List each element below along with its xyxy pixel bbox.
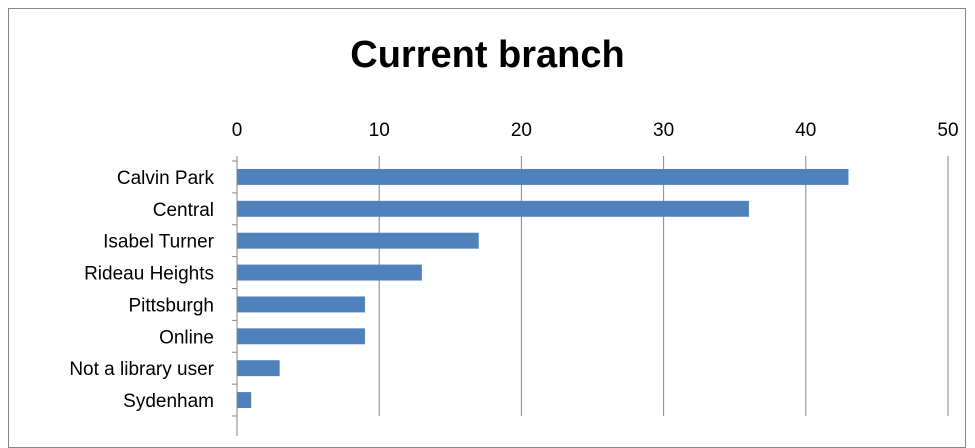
labels: 0 10 20 30 40 50 Calvin Park Central Isabel Turn… xyxy=(69,120,958,412)
x-tick-label-10: 10 xyxy=(369,120,390,141)
x-tick-label-30: 30 xyxy=(653,120,674,141)
bar-5 xyxy=(237,328,365,345)
bar-6 xyxy=(237,360,280,377)
category-label-6: Not a library user xyxy=(69,359,214,380)
category-label-4: Pittsburgh xyxy=(128,295,214,316)
gridlines xyxy=(378,161,949,416)
category-label-1: Central xyxy=(153,200,214,221)
axes xyxy=(232,156,949,436)
category-label-3: Rideau Heights xyxy=(84,264,214,285)
chart-title: Current branch xyxy=(350,34,625,76)
x-tick-label-20: 20 xyxy=(511,120,532,141)
bar-3 xyxy=(237,264,422,281)
chart-frame xyxy=(8,8,966,448)
category-label-0: Calvin Park xyxy=(117,168,215,189)
bar-7 xyxy=(237,392,252,409)
category-label-7: Sydenham xyxy=(123,391,214,412)
x-tick-label-50: 50 xyxy=(937,120,958,141)
category-label-2: Isabel Turner xyxy=(103,232,215,253)
bar-0 xyxy=(237,168,849,185)
bars xyxy=(237,168,849,409)
x-tick-label-40: 40 xyxy=(795,120,816,141)
bar-chart: 0 10 20 30 40 50 Calvin Park Central Isabel Turn… xyxy=(69,120,959,436)
x-tick-label-0: 0 xyxy=(232,120,243,141)
bar-4 xyxy=(237,296,365,313)
bar-1 xyxy=(237,200,749,217)
category-label-5: Online xyxy=(159,327,214,348)
bar-2 xyxy=(237,232,479,249)
